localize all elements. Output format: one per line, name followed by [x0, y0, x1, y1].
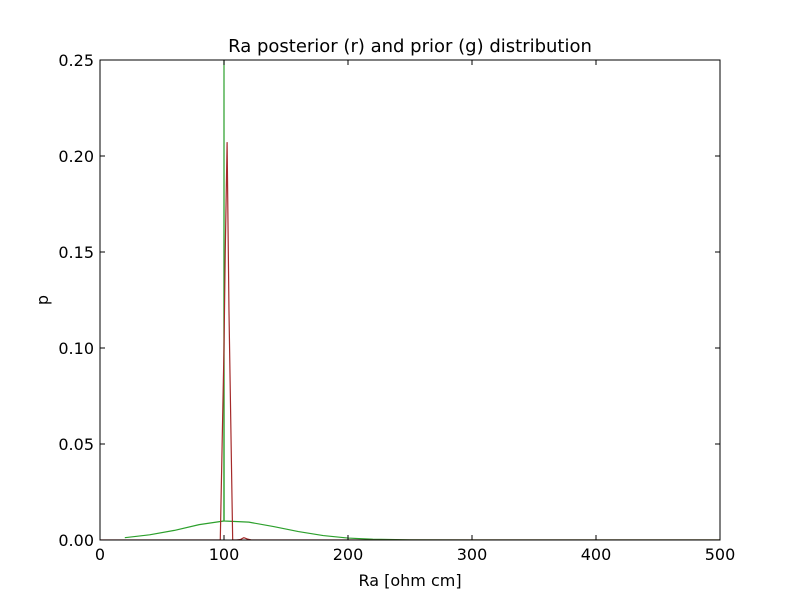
chart-title: Ra posterior (r) and prior (g) distribut… [228, 36, 592, 57]
x-axis-label: Ra [ohm cm] [358, 571, 461, 590]
series-line-1 [100, 141, 720, 540]
y-tick-label: 0.00 [58, 531, 94, 550]
plot-frame [99, 59, 721, 541]
series-layer [100, 60, 720, 540]
x-tick-label: 200 [333, 545, 364, 564]
x-tick-label: 100 [209, 545, 240, 564]
series-line-0 [124, 60, 720, 540]
y-axis-label: p [33, 295, 52, 305]
x-tick-label: 300 [457, 545, 488, 564]
y-tick-label: 0.05 [58, 435, 94, 454]
y-tick-label: 0.25 [58, 51, 94, 70]
y-tick-label: 0.10 [58, 339, 94, 358]
plot-background [100, 60, 720, 540]
ticks-layer: 0 100 200 300 400 500 0.00 0.05 0.10 0.15 0.20 0.25 [58, 51, 735, 564]
y-tick-label: 0.15 [58, 243, 94, 262]
x-tick-label: 500 [705, 545, 736, 564]
y-tick-label: 0.20 [58, 147, 94, 166]
x-tick-label: 400 [581, 545, 612, 564]
x-tick-label: 0 [95, 545, 105, 564]
